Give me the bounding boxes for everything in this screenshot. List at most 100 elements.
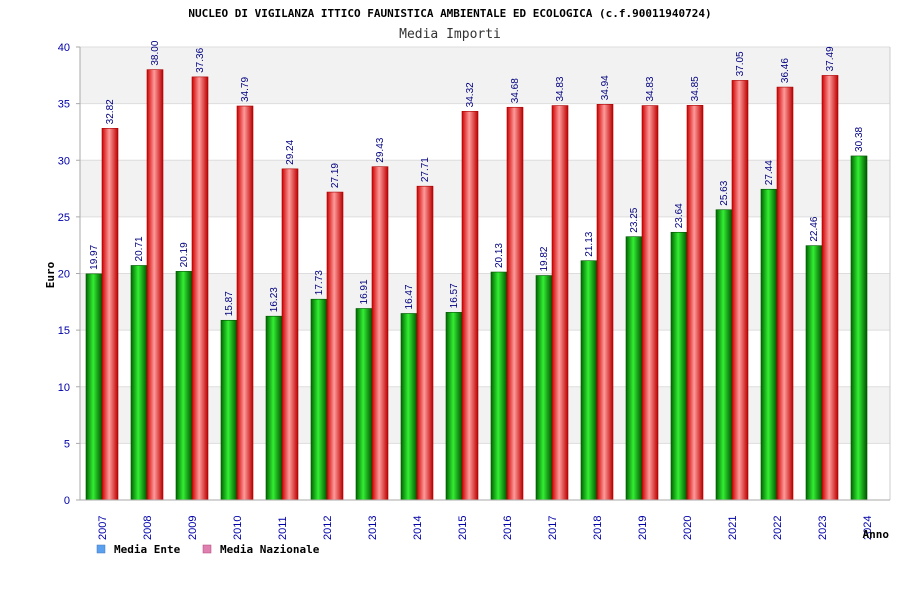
data-label-media-nazionale-2022: 36.46 bbox=[780, 58, 791, 83]
plot-band bbox=[80, 160, 890, 217]
data-label-media-nazionale-2013: 29.43 bbox=[375, 137, 386, 162]
data-label-media-nazionale-2009: 37.36 bbox=[195, 47, 206, 72]
data-label-media-ente-2015: 16.57 bbox=[449, 283, 460, 308]
data-label-media-ente-2022: 27.44 bbox=[764, 160, 775, 185]
x-tick-label-2016: 2016 bbox=[502, 516, 514, 540]
bar-media-nazionale-2013 bbox=[371, 166, 389, 501]
bar-media-ente-2012 bbox=[310, 298, 328, 501]
bar-media-nazionale-2018 bbox=[596, 104, 614, 501]
chart-subtitle: Media Importi bbox=[399, 27, 501, 42]
x-tick-label-2020: 2020 bbox=[682, 516, 694, 540]
bar-media-ente-2022 bbox=[760, 188, 778, 501]
data-label-media-nazionale-2023: 37.49 bbox=[825, 46, 836, 71]
bar-media-ente-2019 bbox=[625, 236, 643, 501]
data-label-media-nazionale-2014: 27.71 bbox=[420, 157, 431, 182]
bar-media-nazionale-2022 bbox=[776, 86, 794, 501]
data-label-media-ente-2012: 17.73 bbox=[314, 270, 325, 295]
plot-band bbox=[80, 273, 890, 331]
data-label-media-ente-2009: 20.19 bbox=[179, 242, 190, 267]
data-label-media-ente-2020: 23.64 bbox=[674, 203, 685, 228]
bar-media-ente-2007 bbox=[85, 273, 103, 501]
legend: Media Ente Media Nazionale bbox=[96, 543, 320, 556]
y-tick-label: 5 bbox=[64, 438, 70, 450]
bar-media-ente-2021 bbox=[715, 209, 733, 501]
data-label-media-ente-2023: 22.46 bbox=[809, 216, 820, 241]
bar-media-ente-2010 bbox=[220, 319, 238, 501]
plot-band bbox=[80, 103, 890, 161]
bar-media-nazionale-2012 bbox=[326, 191, 344, 501]
bar-media-ente-2008 bbox=[130, 265, 148, 501]
x-tick-label-2007: 2007 bbox=[97, 516, 109, 540]
bar-media-ente-2020 bbox=[670, 231, 688, 501]
bar-media-ente-2017 bbox=[535, 275, 553, 501]
data-label-media-nazionale-2020: 34.85 bbox=[690, 76, 701, 101]
data-label-media-ente-2021: 25.63 bbox=[719, 180, 730, 205]
data-label-media-ente-2018: 21.13 bbox=[584, 231, 595, 256]
y-tick-label: 0 bbox=[64, 495, 70, 507]
y-tick-label: 20 bbox=[58, 269, 70, 281]
bar-media-ente-2016 bbox=[490, 271, 508, 501]
x-axis-label: Anno bbox=[863, 528, 890, 541]
bar-media-nazionale-2007 bbox=[101, 128, 119, 501]
bar-media-ente-2024 bbox=[850, 155, 868, 501]
data-label-media-ente-2011: 16.23 bbox=[269, 287, 280, 312]
bar-media-nazionale-2017 bbox=[551, 105, 569, 501]
legend-swatch-media-ente bbox=[96, 544, 106, 554]
data-label-media-nazionale-2017: 34.83 bbox=[555, 76, 566, 101]
data-label-media-nazionale-2015: 34.32 bbox=[465, 82, 476, 107]
data-label-media-nazionale-2021: 37.05 bbox=[735, 51, 746, 76]
chart-title: NUCLEO DI VIGILANZA ITTICO FAUNISTICA AM… bbox=[188, 7, 711, 20]
y-tick-label: 40 bbox=[58, 42, 70, 54]
data-label-media-nazionale-2012: 27.19 bbox=[330, 163, 341, 188]
y-tick-label: 30 bbox=[58, 155, 70, 167]
plot-band bbox=[80, 47, 890, 104]
y-axis: 0 5 10 15 20 25 30 35 40 bbox=[58, 42, 891, 507]
bar-media-ente-2018 bbox=[580, 260, 598, 501]
data-label-media-ente-2017: 19.82 bbox=[539, 246, 550, 271]
y-tick-label: 10 bbox=[58, 382, 70, 394]
legend-label-media-nazionale: Media Nazionale bbox=[220, 543, 320, 556]
data-label-media-nazionale-2010: 34.79 bbox=[240, 77, 251, 102]
data-label-media-nazionale-2016: 34.68 bbox=[510, 78, 521, 103]
x-tick-label-2023: 2023 bbox=[817, 516, 829, 540]
bar-media-ente-2011 bbox=[265, 315, 283, 501]
plot-band bbox=[80, 443, 890, 500]
y-tick-label: 25 bbox=[58, 212, 70, 224]
x-tick-label-2013: 2013 bbox=[367, 516, 379, 540]
x-tick-label-2018: 2018 bbox=[592, 516, 604, 540]
plot-band bbox=[80, 386, 890, 444]
plot-band bbox=[80, 330, 890, 387]
data-labels-layer: 19.97 32.82 20.71 38.00 20.19 37.36 15.87 34.79… bbox=[89, 40, 865, 316]
bar-media-nazionale-2010 bbox=[236, 105, 254, 501]
data-label-media-ente-2010: 15.87 bbox=[224, 291, 235, 316]
x-tick-label-2017: 2017 bbox=[547, 516, 559, 540]
x-tick-label-2014: 2014 bbox=[412, 516, 424, 540]
bar-media-nazionale-2020 bbox=[686, 105, 704, 501]
bar-media-nazionale-2019 bbox=[641, 105, 659, 501]
data-label-media-nazionale-2018: 34.94 bbox=[600, 75, 611, 100]
data-label-media-nazionale-2007: 32.82 bbox=[105, 99, 116, 124]
data-label-media-ente-2007: 19.97 bbox=[89, 244, 100, 269]
x-tick-label-2011: 2011 bbox=[277, 516, 289, 540]
x-axis: 2007 2008 2009 2010 2011 2012 2013 2014 2015 2016… bbox=[80, 499, 890, 540]
data-label-media-nazionale-2019: 34.83 bbox=[645, 76, 656, 101]
data-label-media-nazionale-2011: 29.24 bbox=[285, 139, 296, 164]
data-label-media-ente-2019: 23.25 bbox=[629, 207, 640, 232]
bar-media-ente-2013 bbox=[355, 308, 373, 501]
y-axis-label: Euro bbox=[44, 261, 57, 288]
x-tick-label-2012: 2012 bbox=[322, 516, 334, 540]
bar-media-nazionale-2023 bbox=[821, 75, 839, 501]
bar-media-nazionale-2015 bbox=[461, 111, 479, 501]
bar-media-nazionale-2011 bbox=[281, 168, 299, 501]
data-label-media-ente-2016: 20.13 bbox=[494, 243, 505, 268]
bar-media-nazionale-2021 bbox=[731, 80, 749, 501]
bar-media-nazionale-2016 bbox=[506, 106, 524, 501]
bar-media-nazionale-2014 bbox=[416, 185, 434, 501]
legend-label-media-ente: Media Ente bbox=[114, 543, 181, 556]
data-label-media-ente-2024: 30.38 bbox=[854, 126, 865, 151]
x-tick-label-2024: 2024 bbox=[862, 516, 874, 540]
x-tick-label-2008: 2008 bbox=[142, 516, 154, 540]
bar-media-ente-2014 bbox=[400, 313, 418, 501]
bar-media-ente-2009 bbox=[175, 271, 193, 501]
